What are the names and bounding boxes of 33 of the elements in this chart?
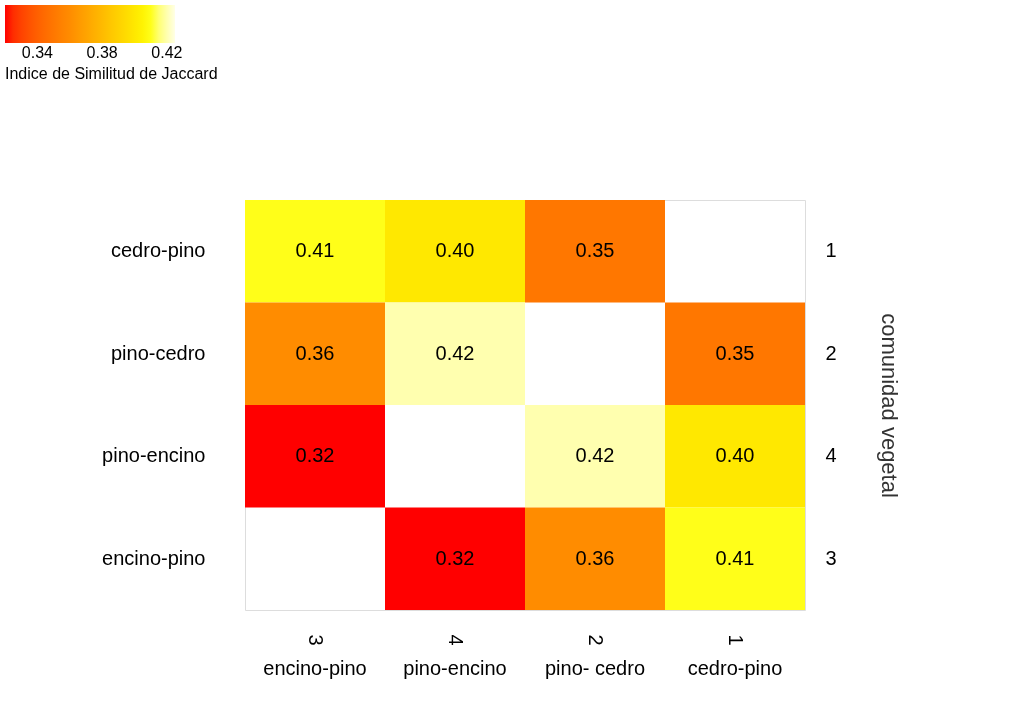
x-tick-label: pino-encino [403, 656, 507, 679]
text: 2 [585, 634, 607, 646]
data-label: 0.35 [715, 341, 755, 364]
text: 3 [305, 634, 327, 646]
y-tick-label: cedro-pino [110, 239, 206, 262]
data-label: 0.42 [435, 341, 475, 364]
data-label: 0.41 [295, 239, 335, 262]
x-tick-label: cedro-pino [687, 656, 783, 679]
y-tick-label: encino-pino [102, 546, 206, 569]
color-bar-title: Indice de Similitud de Jaccard [5, 65, 218, 82]
data-label: 0.42 [575, 444, 615, 467]
y2-tick-label: 2 [825, 341, 837, 364]
color-bar-label: 0.42 [151, 44, 183, 61]
color-bar-label: 0.34 [21, 44, 54, 61]
x-tick-label: encino-pino [263, 656, 367, 679]
data-label: 0.40 [715, 444, 755, 467]
y2-tick-label: 3 [825, 546, 837, 569]
data-label: 0.36 [295, 341, 335, 364]
y2-axis-title: comunidad vegetal [876, 313, 902, 498]
text: 4 [445, 634, 467, 646]
x-tick-label: pino- cedro [544, 656, 646, 679]
data-label: 0.41 [715, 546, 755, 569]
data-label: 0.35 [575, 239, 615, 262]
y-tick-label: pino-cedro [110, 341, 206, 364]
data-label: 0.32 [435, 546, 475, 569]
y2-tick-label: 4 [825, 444, 837, 467]
color-bar-label: 0.38 [86, 44, 118, 61]
y-tick-label: pino-encino [102, 444, 206, 467]
text: 1 [725, 634, 747, 646]
data-label: 0.32 [295, 444, 335, 467]
data-label: 0.36 [575, 546, 615, 569]
y2-tick-label: 1 [825, 239, 837, 262]
data-label: 0.40 [435, 239, 475, 262]
